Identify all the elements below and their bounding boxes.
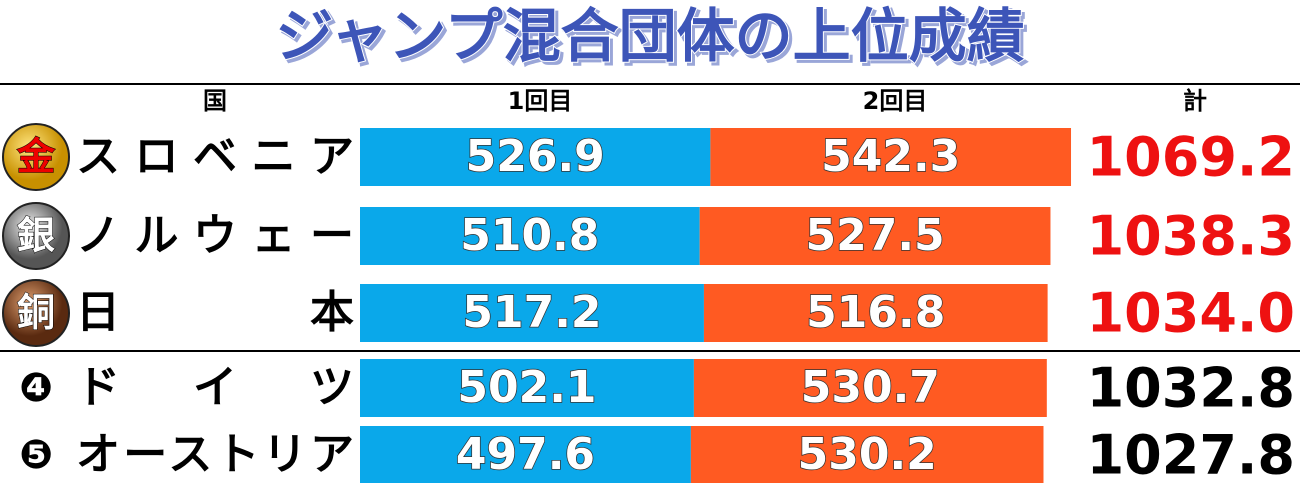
country-name: ド イ ツ xyxy=(76,362,354,413)
value-label: 502.1 xyxy=(457,362,596,413)
column-header: 計 xyxy=(1183,87,1207,115)
bar-segment xyxy=(360,284,704,342)
total-label: 1038.3 xyxy=(1087,205,1295,268)
rank-label: ❺ xyxy=(19,432,53,478)
bar-segment xyxy=(360,426,691,483)
rank-label: 金 xyxy=(16,135,56,179)
value-label: 542.3 xyxy=(821,131,960,182)
country-name: ノルウェー xyxy=(76,210,354,261)
rank-badge xyxy=(2,202,70,270)
country-name: オーストリア xyxy=(76,429,354,480)
value-label: 497.6 xyxy=(456,429,595,480)
rank-badge xyxy=(2,279,70,347)
value-label: 527.5 xyxy=(805,210,944,261)
column-header: 2回目 xyxy=(863,87,928,115)
rank-label: ❹ xyxy=(19,365,53,411)
total-label: 1032.8 xyxy=(1087,357,1295,420)
value-label: 510.8 xyxy=(460,210,599,261)
bar-segment xyxy=(703,284,1048,342)
column-header: 国 xyxy=(203,87,227,115)
value-label: 526.9 xyxy=(466,131,605,182)
bar-segment xyxy=(693,359,1047,417)
bar-segment xyxy=(360,128,711,186)
bar-segment xyxy=(690,426,1044,483)
bar-segment xyxy=(699,207,1051,265)
value-label: 530.2 xyxy=(798,429,937,480)
rank-badge xyxy=(2,123,70,191)
column-header: 1回目 xyxy=(508,87,573,115)
bar-segment xyxy=(360,359,694,417)
country-name: 日 本 xyxy=(76,287,354,338)
chart-title: ジャンプ混合団体の上位成績 xyxy=(275,2,1024,70)
value-label: 517.2 xyxy=(462,287,601,338)
total-label: 1027.8 xyxy=(1087,424,1295,483)
country-name: スロベニア xyxy=(76,131,354,182)
bar-segment xyxy=(710,128,1072,186)
total-label: 1034.0 xyxy=(1087,282,1295,345)
value-label: 530.7 xyxy=(801,362,940,413)
rank-label: 銅 xyxy=(17,291,55,335)
total-label: 1069.2 xyxy=(1087,126,1295,189)
rank-label: 銀 xyxy=(17,214,55,258)
bar-segment xyxy=(360,207,700,265)
value-label: 516.8 xyxy=(806,287,945,338)
